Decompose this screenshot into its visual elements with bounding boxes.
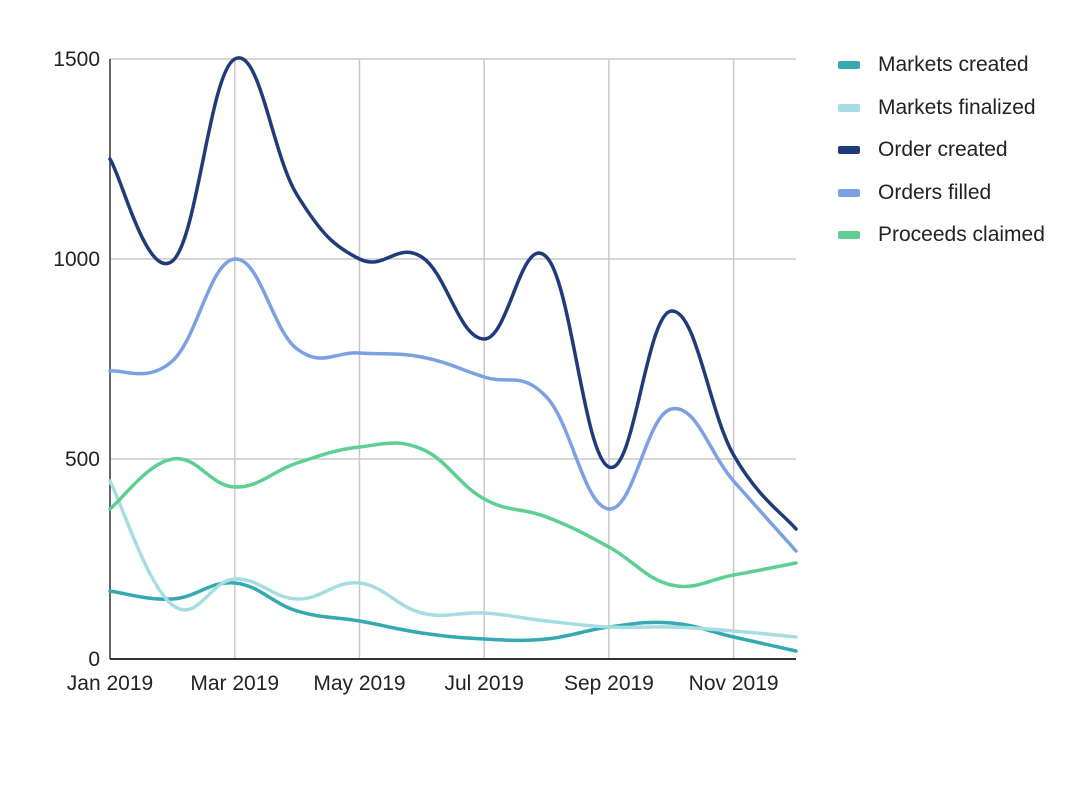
y-tick-label: 500 xyxy=(65,448,100,471)
legend-label: Orders filled xyxy=(878,180,992,204)
legend-item-order-created: Order created xyxy=(838,129,1045,172)
legend-swatch xyxy=(838,146,860,155)
y-tick-label: 1500 xyxy=(53,48,100,71)
series-line-markets-created xyxy=(108,581,798,653)
legend-item-proceeds-claimed: Proceeds claimed xyxy=(838,214,1045,257)
series-line-markets-finalized xyxy=(108,479,798,639)
axes xyxy=(109,59,796,660)
legend-item-orders-filled: Orders filled xyxy=(838,172,1045,215)
x-tick-label: Jul 2019 xyxy=(444,672,523,695)
y-tick-label: 1000 xyxy=(53,248,100,271)
series-lines xyxy=(108,56,798,653)
legend-label: Proceeds claimed xyxy=(878,223,1045,247)
series-line-proceeds-claimed xyxy=(108,441,798,589)
legend-swatch xyxy=(838,188,860,197)
legend-item-markets-finalized: Markets finalized xyxy=(838,87,1045,130)
series-line-order-created xyxy=(108,56,798,531)
gridlines xyxy=(110,58,796,659)
x-tick-label: Mar 2019 xyxy=(190,672,279,695)
legend-swatch xyxy=(838,61,860,70)
x-tick-label: Jan 2019 xyxy=(67,672,153,695)
x-tick-label: Nov 2019 xyxy=(689,672,779,695)
x-tick-label: May 2019 xyxy=(313,672,405,695)
y-tick-label: 0 xyxy=(88,648,100,671)
x-tick-label: Sep 2019 xyxy=(564,672,654,695)
legend-swatch xyxy=(838,103,860,112)
legend-label: Markets finalized xyxy=(878,95,1036,119)
tick-labels: 0 500 1000 1500 Jan 2019 Mar 2019 May 2019 Jul … xyxy=(53,48,778,695)
legend-label: Order created xyxy=(878,138,1008,162)
legend: Markets created Markets finalized Order cr… xyxy=(838,44,1045,257)
legend-item-markets-created: Markets created xyxy=(838,44,1045,87)
legend-label: Markets created xyxy=(878,53,1029,77)
legend-swatch xyxy=(838,231,860,240)
series-line-orders-filled xyxy=(108,257,798,553)
